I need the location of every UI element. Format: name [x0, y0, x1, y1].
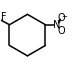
Text: +: +	[56, 18, 62, 24]
Text: O: O	[57, 13, 65, 23]
Text: −: −	[61, 14, 67, 20]
Text: O: O	[57, 26, 65, 36]
Text: F: F	[1, 12, 6, 22]
Text: N: N	[53, 20, 60, 30]
